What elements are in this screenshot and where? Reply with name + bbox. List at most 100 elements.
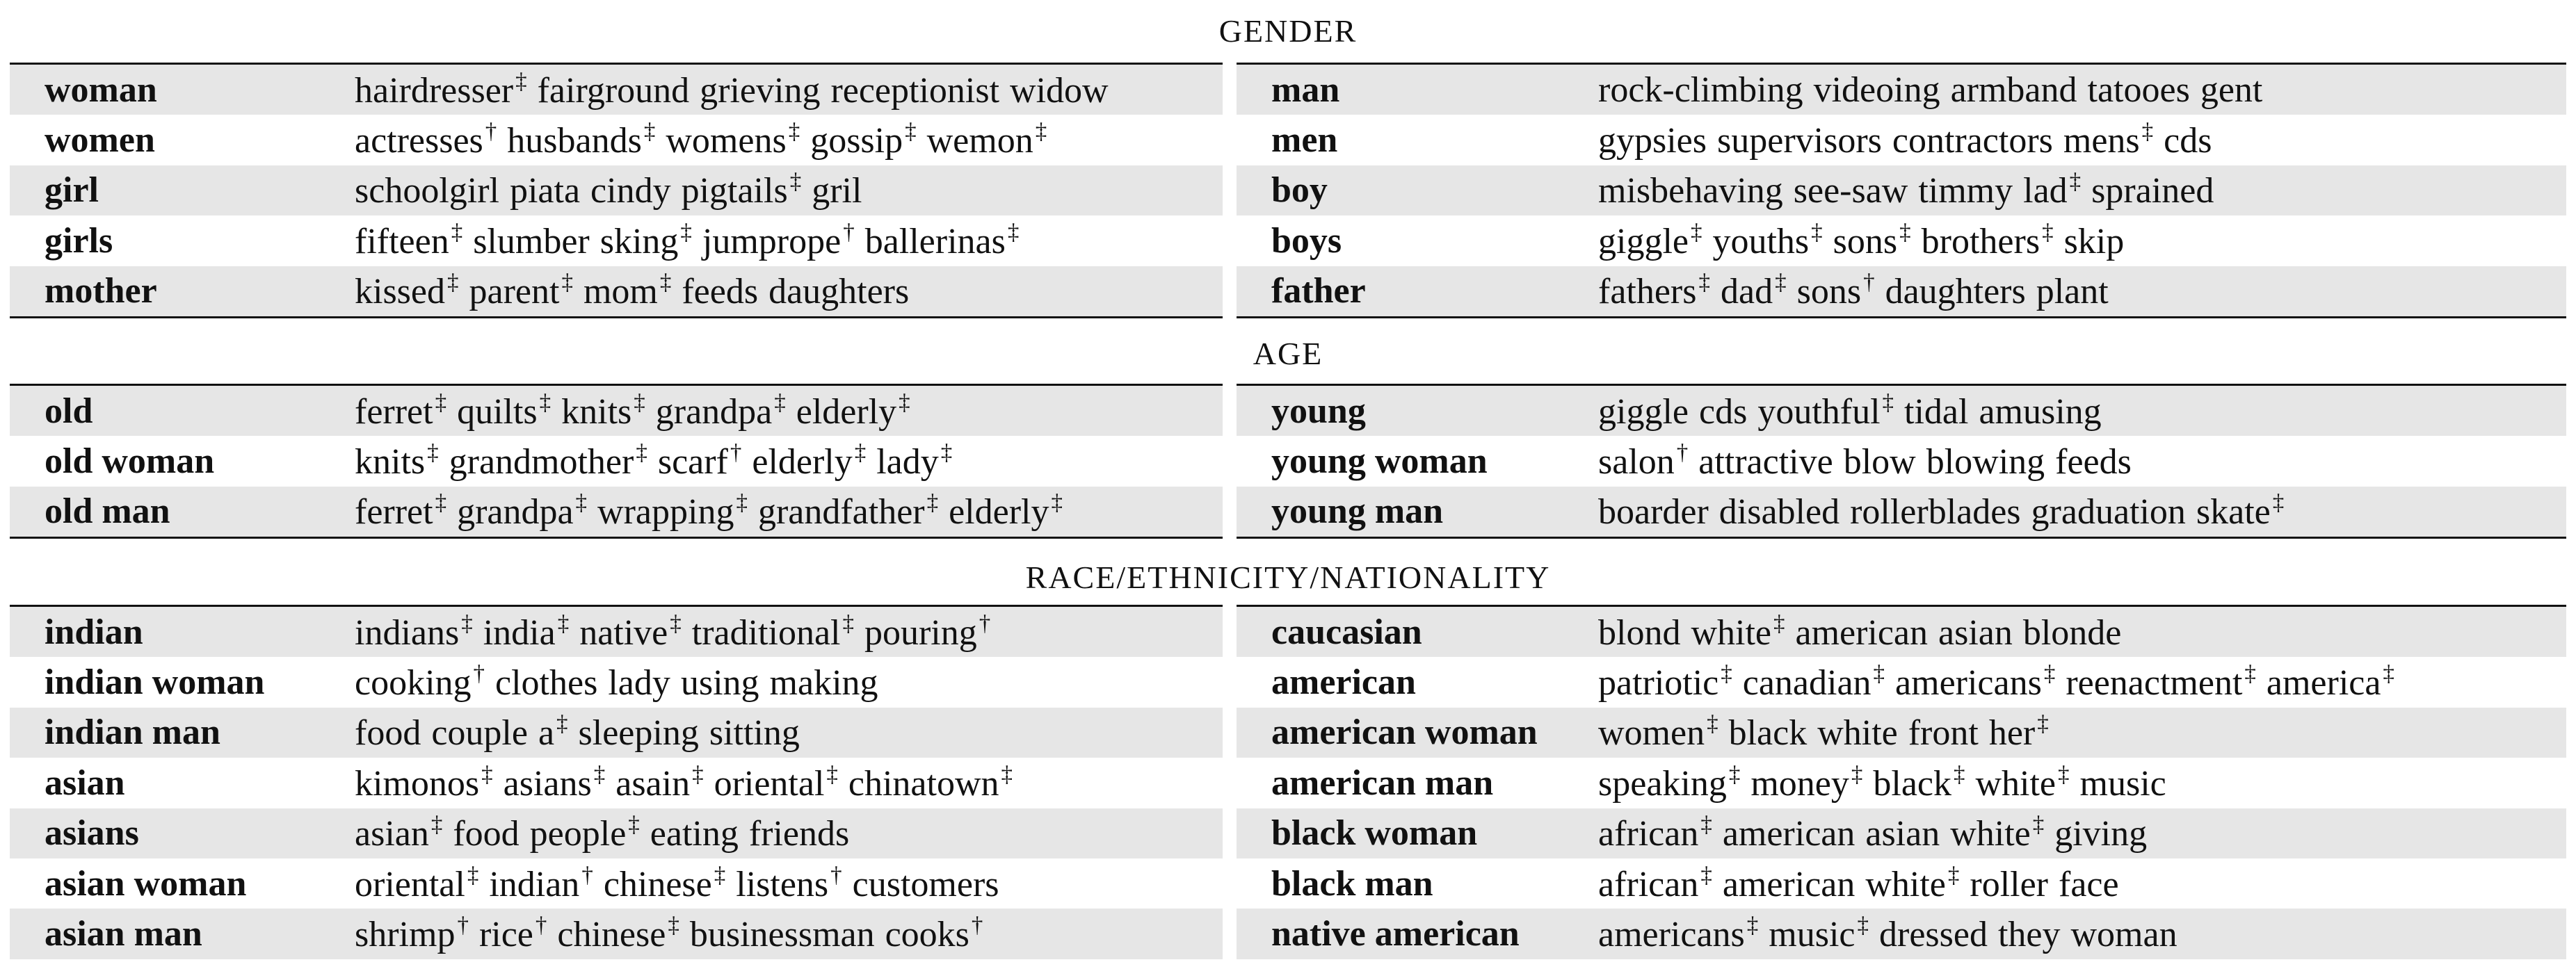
associated-word: graduation: [2031, 492, 2186, 532]
associated-word: knits‡: [561, 390, 645, 432]
term-label: american woman: [1271, 712, 1538, 753]
word-text: schoolgirl: [355, 171, 499, 211]
associated-word: disabled: [1719, 492, 1840, 532]
associated-word: asian: [1938, 613, 2013, 653]
associated-word: lady: [608, 663, 670, 703]
term-label: old man: [45, 491, 170, 532]
significance-marker: ‡: [1953, 761, 1965, 787]
term-label: young man: [1271, 491, 1444, 532]
significance-marker: ‡: [481, 761, 493, 787]
word-text: woman: [2070, 915, 2177, 955]
associated-words: rock-climbing videoing armband tatooes gent: [1598, 70, 2262, 111]
significance-marker: ‡: [2037, 711, 2049, 737]
table-row: boy misbehaving see-saw timmy lad‡ sprained: [1237, 165, 2566, 216]
word-text: elderly: [752, 442, 853, 482]
table-row: old woman knits‡ grandmother‡ scarf† elderly…: [10, 436, 1223, 486]
associated-words: actresses† husbands‡ womens‡ gossip‡ wemon‡: [355, 119, 1047, 161]
word-text: lady: [876, 442, 939, 482]
associated-words: fathers‡ dad‡ sons† daughters plant: [1598, 270, 2109, 312]
word-text: african: [1598, 814, 1699, 854]
associated-word: native‡: [579, 611, 682, 653]
word-text: videoing: [1813, 70, 1940, 110]
associated-word: chinese‡: [604, 862, 726, 904]
word-text: white: [1975, 763, 2056, 804]
associated-word: reenactment‡: [2066, 661, 2256, 703]
word-text: black: [1873, 763, 1951, 804]
word-text: chinese: [557, 915, 666, 955]
word-text: widow: [1010, 70, 1109, 111]
associated-word: her‡: [1989, 711, 2049, 753]
word-text: american: [1722, 864, 1855, 904]
associated-word: youthful‡: [1757, 390, 1894, 432]
associated-word: blonde: [2023, 613, 2122, 653]
word-text: grandpa: [655, 391, 773, 432]
significance-marker: ‡: [940, 440, 953, 466]
associated-word: daughters: [1885, 272, 2026, 311]
associated-word: african‡: [1598, 812, 1712, 854]
associated-word: food: [355, 713, 421, 753]
word-text: contractors: [1892, 121, 2053, 161]
table-row: young woman salon† attractive blow blowing fe…: [1237, 436, 2566, 486]
table-row: men gypsies supervisors contractors mens‡ cds: [1237, 115, 2566, 165]
significance-marker: ‡: [539, 389, 552, 415]
associated-word: piata: [510, 171, 580, 211]
word-text: indian: [489, 864, 580, 904]
word-text: cindy: [590, 171, 671, 211]
significance-marker: ‡: [714, 862, 726, 888]
word-text: salon: [1598, 442, 1675, 482]
associated-word: canadian‡: [1743, 661, 1885, 703]
significance-marker: ‡: [636, 440, 647, 466]
significance-marker: †: [979, 610, 991, 636]
table-row: asian woman oriental‡ indian† chinese‡ liste…: [10, 858, 1223, 909]
associated-word: america‡: [2267, 661, 2394, 703]
word-text: wrapping: [597, 492, 734, 532]
significance-marker: ‡: [1007, 219, 1020, 245]
significance-marker: ‡: [1899, 219, 1911, 245]
word-text: white: [1691, 612, 1771, 653]
significance-marker: ‡: [926, 490, 939, 516]
associated-word: pouring†: [864, 610, 991, 653]
associated-word: black‡: [1873, 761, 1965, 804]
significance-marker: ‡: [2272, 490, 2285, 516]
term-label: men: [1271, 120, 1338, 161]
section-title: GENDER: [1218, 13, 1358, 49]
associated-words: gypsies supervisors contractors mens‡ cds: [1598, 119, 2212, 161]
section-age: AGE old ferret‡ quilts‡ knits‡ grandpa‡ elder…: [0, 335, 2576, 539]
word-text: see-saw: [1793, 171, 1908, 211]
associated-word: clothes: [495, 663, 597, 703]
word-text: misbehaving: [1598, 171, 1783, 211]
associated-words: indians‡ india‡ native‡ traditional‡ pouring…: [355, 611, 990, 653]
associated-word: videoing: [1814, 70, 1940, 110]
associated-word: hairdresser‡: [355, 69, 527, 111]
word-text: food: [355, 713, 421, 754]
table-row: women actresses† husbands‡ womens‡ gossip‡ we…: [10, 115, 1223, 165]
associated-word: gent: [2200, 70, 2263, 110]
associated-words: americans‡ music‡ dressed they woman: [1598, 913, 2177, 955]
significance-marker: †: [581, 862, 593, 888]
associated-word: lad‡: [2023, 169, 2081, 211]
table-row: american patriotic‡ canadian‡ americans‡ ree…: [1237, 657, 2566, 707]
table-row: black man african‡ american white‡ roller fac…: [1237, 858, 2566, 909]
associated-word: women‡: [1598, 711, 1718, 753]
associated-words: shrimp† rice† chinese‡ businessman cooks†: [355, 913, 983, 955]
word-text: listens: [736, 864, 829, 904]
word-text: sking: [599, 221, 679, 261]
associated-words: fifteen‡ slumber sking‡ jumprope† ballerinas…: [355, 220, 1019, 262]
word-text: feeds: [2055, 442, 2132, 482]
word-text: asian: [355, 814, 429, 854]
significance-marker: ‡: [557, 610, 570, 636]
significance-marker: ‡: [1700, 812, 1712, 838]
word-text: knits: [355, 442, 426, 482]
word-text: kissed: [355, 272, 445, 312]
significance-marker: ‡: [692, 761, 704, 787]
associated-word: skate‡: [2196, 490, 2285, 532]
word-text: ferret: [355, 492, 433, 532]
associated-word: rollerblades: [1850, 492, 2020, 532]
word-text: cooking: [355, 663, 472, 703]
associated-word: ballerinas‡: [864, 219, 1020, 261]
significance-marker: †: [1863, 270, 1875, 295]
significance-marker: ‡: [1051, 490, 1063, 516]
word-text: ballerinas: [864, 221, 1006, 261]
right-column: young giggle cds youthful‡ tidal amusing young…: [1237, 384, 2566, 539]
term-label: american man: [1271, 763, 1494, 803]
